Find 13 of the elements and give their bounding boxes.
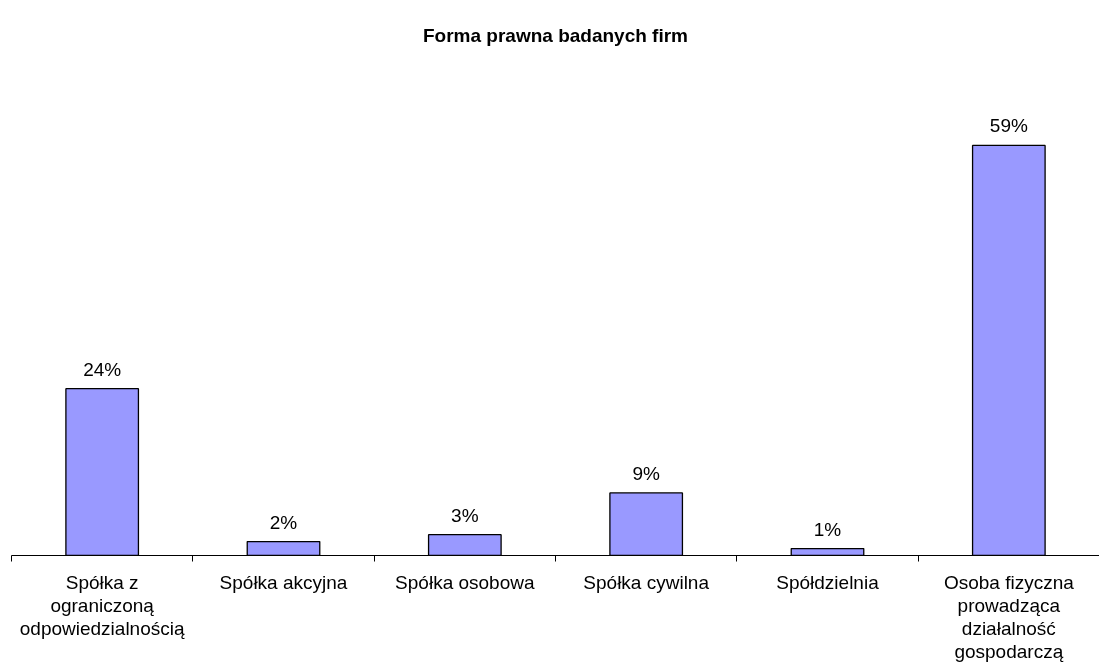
data-label: 2% bbox=[269, 511, 298, 533]
data-label: 9% bbox=[632, 462, 660, 484]
x-tick-label: Osoba fizyczna prowadząca działalność gospodarczą bbox=[943, 571, 1075, 662]
x-tick-label: Spółka z ograniczoną odpowiedzialnością bbox=[19, 571, 185, 639]
x-tick-label: Spółdzielnia bbox=[776, 571, 880, 593]
data-label: 59% bbox=[989, 115, 1028, 137]
x-tick-label: Spółka cywilna bbox=[583, 571, 710, 593]
data-label: 3% bbox=[451, 504, 479, 526]
x-tick-label: Spółka akcyjna bbox=[219, 571, 348, 593]
data-label: 1% bbox=[813, 518, 842, 540]
chart-title: Forma prawna badanych firm bbox=[423, 24, 689, 46]
data-label: 24% bbox=[83, 358, 122, 380]
x-tick-label: Spółka osobowa bbox=[395, 571, 535, 593]
